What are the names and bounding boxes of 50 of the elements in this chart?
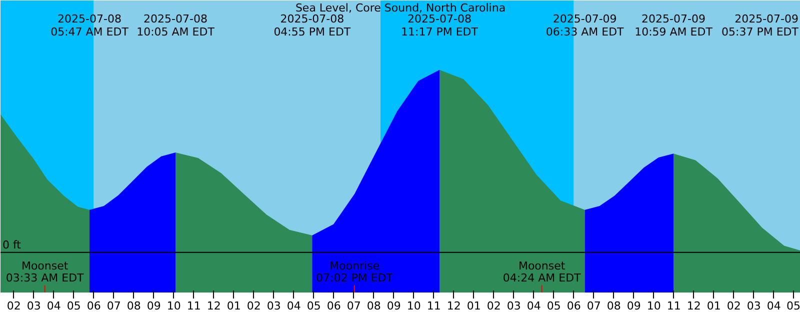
x-tick-label: 08	[606, 300, 621, 312]
text: 2025-07-09 05:37 PM EDT	[722, 12, 799, 38]
x-tick-label: 02	[246, 300, 261, 312]
x-tick-label: 08	[126, 300, 141, 312]
x-tick-label: 10	[646, 300, 661, 312]
ref-line-label: 0 ft	[2, 238, 22, 252]
x-tick-label: 05	[306, 300, 321, 312]
text: 2025-07-08 04:55 PM EDT	[274, 12, 351, 38]
x-tick-label: 01	[706, 300, 721, 312]
x-tick-label: 10	[166, 300, 181, 312]
x-tick-label: 11	[666, 300, 681, 312]
x-tick-label: 04	[766, 300, 781, 312]
x-tick-label: 05	[546, 300, 561, 312]
x-tick-label: 01	[226, 300, 241, 312]
ref-line-label: Moonset 04:24 AM EDT	[502, 260, 582, 284]
x-tick-label: 02	[486, 300, 501, 312]
x-tick-label: 02	[726, 300, 741, 312]
x-tick-label: 09	[386, 300, 401, 312]
x-tick-label: 09	[626, 300, 641, 312]
x-tick-label: 03	[506, 300, 521, 312]
x-tick-label: 01	[466, 300, 481, 312]
x-tick-label: 03	[26, 300, 41, 312]
x-tick-label: 12	[446, 300, 461, 312]
x-tick-label: 06	[86, 300, 101, 312]
x-tick-label: 06	[326, 300, 341, 312]
x-tick-label: 10	[406, 300, 421, 312]
x-tick-label: 12	[686, 300, 701, 312]
x-tick-label: 04	[286, 300, 301, 312]
x-tick-label: 02	[6, 300, 21, 312]
x-tick-label: 04	[526, 300, 541, 312]
text: 2025-07-08 10:05 AM EDT	[136, 12, 215, 38]
x-tick-label: 04	[46, 300, 61, 312]
x-tick-label: 05	[786, 300, 800, 312]
ref-line-label: Moonrise 07:02 PM EDT	[316, 260, 394, 284]
x-tick-label: 03	[746, 300, 761, 312]
x-tick-label: 07	[586, 300, 601, 312]
x-tick-label: 07	[346, 300, 361, 312]
x-tick-label: 11	[426, 300, 441, 312]
x-tick-label: 06	[566, 300, 581, 312]
chart-title: Sea Level, Core Sound, North Carolina	[295, 2, 506, 14]
x-tick-label: 03	[266, 300, 281, 312]
x-tick-label: 05	[66, 300, 81, 312]
x-tick-label: 12	[206, 300, 221, 312]
ref-line-label: Moonset 03:33 AM EDT	[6, 260, 84, 284]
x-tick-label: 11	[186, 300, 201, 312]
text: 2025-07-09 10:59 AM EDT	[634, 12, 713, 38]
x-tick-label: 07	[106, 300, 121, 312]
text: 2025-07-08 11:17 PM EDT	[401, 12, 478, 38]
x-tick-label: 08	[366, 300, 381, 312]
x-tick-label: 09	[146, 300, 161, 312]
